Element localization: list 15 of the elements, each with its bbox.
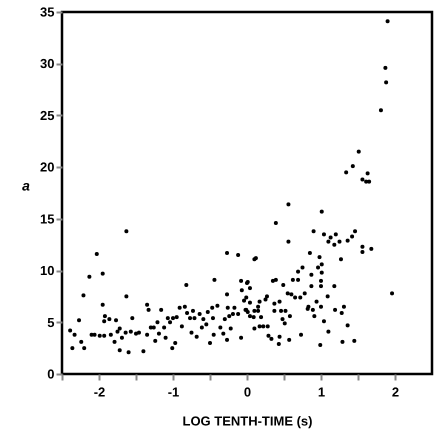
y-tick-label: 30 xyxy=(40,56,54,72)
y-tick-label: 0 xyxy=(47,366,54,382)
y-tick-label: 15 xyxy=(40,211,54,226)
x-tick-label: 1 xyxy=(318,384,326,400)
x-axis-title: LOG TENTH-TIME (s) xyxy=(182,414,312,428)
y-tick-label: 35 xyxy=(40,4,54,20)
y-axis-title: a xyxy=(22,178,30,194)
x-tick-label: 2 xyxy=(392,384,400,400)
x-tick-label: -1 xyxy=(168,384,180,400)
y-tick-label: 10 xyxy=(40,263,54,278)
x-tick-label: -2 xyxy=(94,384,106,400)
x-tick-label: 0 xyxy=(244,384,252,400)
y-tick-label: 25 xyxy=(40,108,54,123)
y-tick-label: 5 xyxy=(47,314,54,330)
y-tick-label: 20 xyxy=(40,160,54,175)
